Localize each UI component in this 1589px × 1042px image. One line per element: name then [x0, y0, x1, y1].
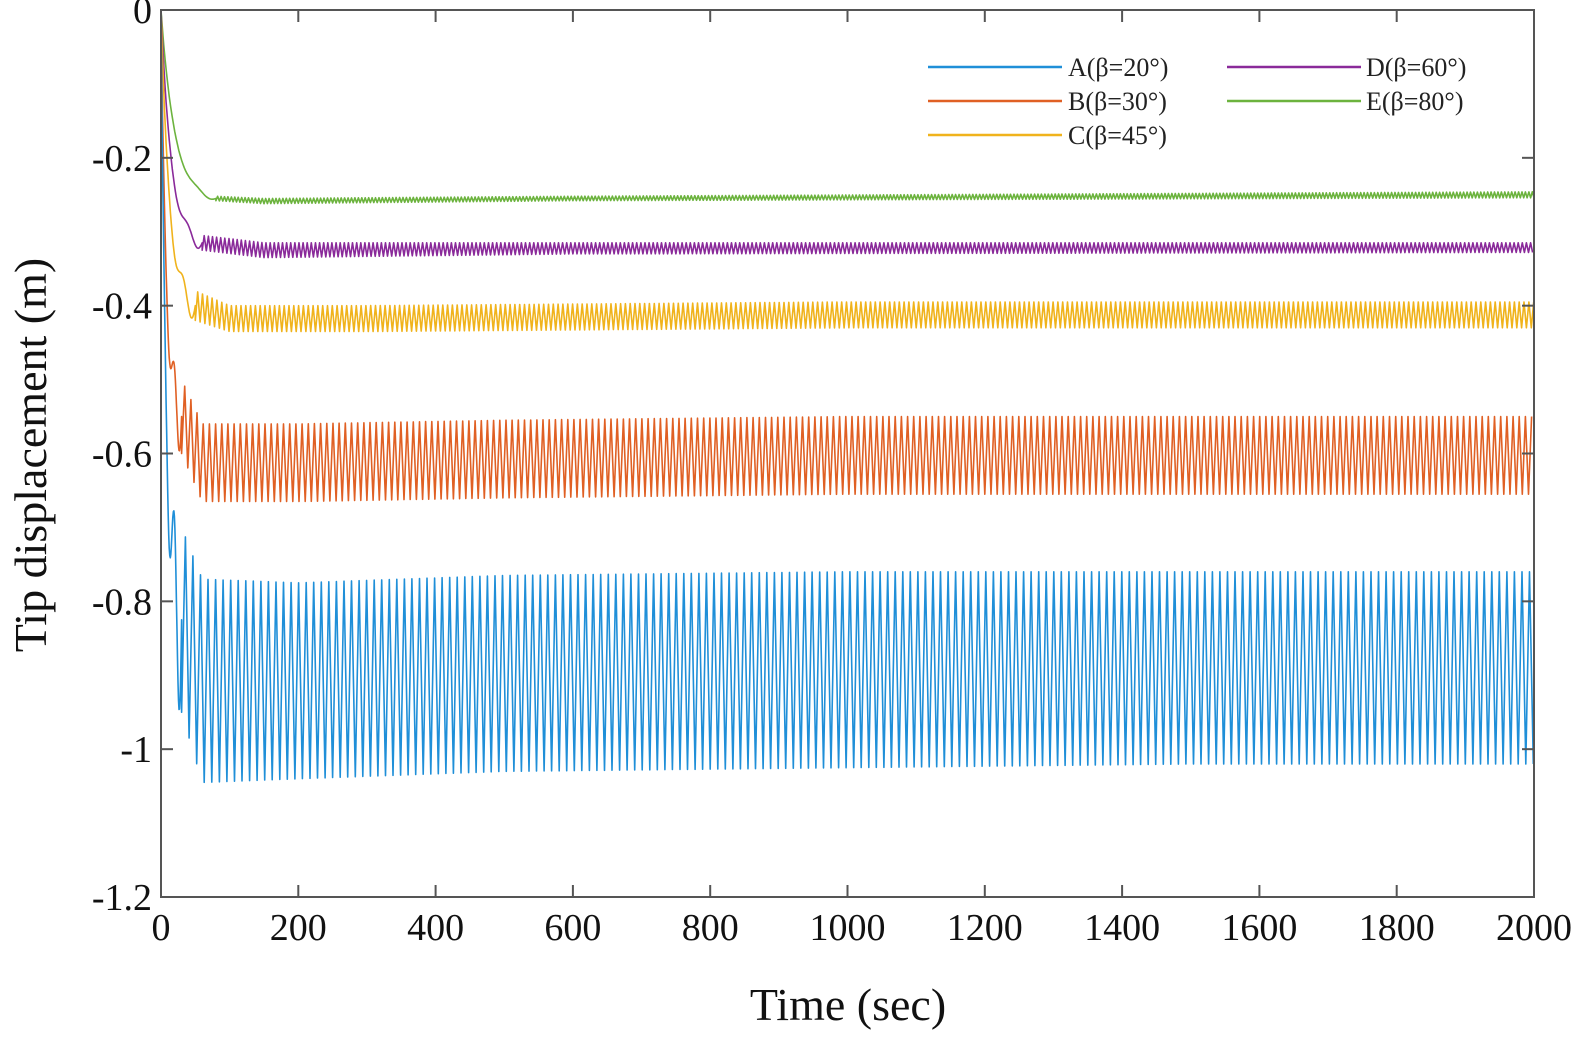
y-tick-label: -0.2 — [92, 138, 152, 180]
series-layer — [160, 9, 1535, 784]
legend: A(β=20°) B(β=30°) C(β=45°) D(β=60°) E(β=80°) — [928, 53, 1466, 150]
x-tick-label: 0 — [152, 907, 171, 949]
x-tick-label: 1400 — [1084, 907, 1160, 949]
legend-label: B(β=30°) — [1068, 87, 1167, 116]
x-tick-label: 1800 — [1359, 907, 1435, 949]
series-line-b — [160, 9, 1533, 503]
y-tick-label: -0.6 — [92, 434, 152, 476]
y-tick-label: -1.2 — [92, 877, 152, 919]
legend-label: A(β=20°) — [1068, 53, 1168, 82]
y-tick-label: -0.8 — [92, 581, 152, 623]
y-tick-label: -1 — [120, 729, 152, 771]
x-axis-title: Time (sec) — [750, 979, 946, 1030]
x-tick-label: 400 — [407, 907, 464, 949]
x-tick-label: 1600 — [1221, 907, 1297, 949]
x-tick-label: 800 — [682, 907, 739, 949]
x-tick-label: 1000 — [810, 907, 886, 949]
x-tick-label: 2000 — [1496, 907, 1572, 949]
y-tick-label: 0 — [133, 0, 152, 32]
ticks-layer: 0 200 400 600 800 1000 1200 1400 1600 1800 2000 0 -0… — [92, 0, 1572, 949]
x-tick-label: 200 — [270, 907, 327, 949]
series-line-d — [160, 9, 1534, 259]
series-line-e — [160, 9, 1535, 205]
legend-label: E(β=80°) — [1366, 87, 1464, 116]
y-tick-label: -0.4 — [92, 286, 152, 328]
legend-label: C(β=45°) — [1068, 121, 1167, 150]
x-tick-label: 1200 — [947, 907, 1023, 949]
y-axis-title: Tip displacement (m) — [5, 258, 56, 652]
legend-label: D(β=60°) — [1366, 53, 1466, 82]
x-tick-label: 600 — [544, 907, 601, 949]
series-line-c — [160, 9, 1535, 333]
series-line-a — [160, 9, 1535, 784]
